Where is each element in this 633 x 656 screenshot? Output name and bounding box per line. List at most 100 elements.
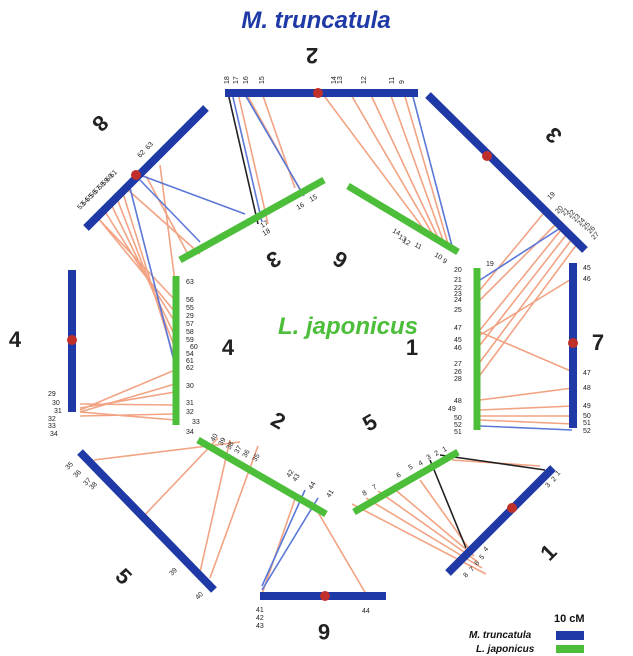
centromere-mt7	[568, 338, 578, 348]
link-line	[209, 445, 259, 579]
legend-mt-label: M. truncatula	[469, 630, 532, 641]
marker-label: 45	[454, 337, 462, 344]
link-line	[261, 495, 297, 595]
link-line	[261, 489, 306, 587]
mt3-markers: 19 20 21 22 23 24 25 26 27	[546, 191, 601, 242]
marker-label: 13	[337, 76, 344, 84]
mt-label-7: 7	[592, 330, 604, 355]
marker-label: 36	[242, 449, 252, 459]
marker-label: 59	[186, 337, 194, 344]
link-line	[261, 497, 319, 591]
link-line	[93, 441, 241, 461]
marker-label: 41	[326, 489, 336, 499]
marker-label: 39	[218, 437, 228, 447]
link-line	[97, 217, 176, 313]
marker-label: 27	[454, 361, 462, 368]
marker-label: 5	[478, 554, 486, 562]
marker-label: 6	[473, 560, 481, 568]
marker-label: 54	[80, 197, 91, 208]
marker-label: 44	[362, 608, 370, 615]
marker-label: 40	[194, 591, 205, 602]
marker-label: 38	[226, 441, 236, 451]
link-line	[479, 219, 561, 301]
marker-label: 32	[186, 409, 194, 416]
marker-label: 3	[544, 482, 552, 490]
link-line	[411, 92, 453, 247]
marker-label: 29	[48, 391, 56, 398]
link-line	[109, 201, 176, 337]
title-l-japonicus: L. japonicus	[278, 313, 418, 340]
link-line	[243, 92, 305, 197]
marker-label: 11	[389, 77, 396, 84]
mt-chromosome-8	[83, 105, 209, 231]
marker-label: 56	[186, 297, 194, 304]
marker-label: 21	[560, 207, 571, 218]
link-line	[139, 174, 246, 215]
marker-label: 51	[583, 420, 591, 427]
marker-label: 5	[408, 464, 415, 472]
marker-label: 51	[454, 429, 462, 436]
link-line	[139, 437, 219, 521]
lj-label-3: 3	[262, 246, 285, 274]
marker-label: 40	[210, 433, 220, 443]
legend-lj-label: L. japonicus	[476, 644, 535, 655]
marker-label: 22	[566, 209, 577, 220]
link-line	[261, 92, 296, 189]
marker-label: 16	[296, 202, 306, 212]
marker-label: 16	[243, 76, 250, 84]
mt-label-4: 4	[9, 327, 22, 352]
centromere-mt1	[507, 503, 517, 513]
link-line	[227, 92, 259, 225]
marker-label: 61	[186, 358, 194, 365]
marker-label: 3	[426, 454, 433, 462]
marker-label: 24	[576, 217, 587, 228]
marker-label: 2	[550, 476, 558, 484]
link-line	[403, 92, 449, 245]
link-line	[79, 383, 176, 413]
ortholog-links	[79, 92, 581, 595]
lj4-markers: 63 56 55 29 57 58 59 60 54 61 62 30 31 3…	[186, 279, 200, 436]
link-line	[237, 92, 269, 225]
lj-label-2: 2	[267, 407, 290, 435]
mt7-markers: 45 46 47 48 49 50 51 52	[583, 265, 591, 435]
lj1-markers: 19 20 21 22 23 24 25 47 45 46 27 26 28 4…	[448, 261, 494, 436]
marker-label: 17	[260, 220, 270, 230]
marker-label: 58	[186, 329, 194, 336]
marker-label: 63	[186, 279, 194, 286]
mt-chromosome-labels: 2 3 7 1 6 5 4 8	[9, 43, 604, 644]
mt8-markers: 53 54 55 56 57 58 59 60 61 62 63	[76, 141, 155, 212]
centromere-mt3	[482, 151, 492, 161]
marker-label: 13	[397, 234, 407, 244]
marker-label: 25	[581, 221, 592, 232]
marker-label: 45	[583, 265, 591, 272]
mt-label-8: 8	[87, 110, 113, 136]
marker-label: 48	[454, 398, 462, 405]
centromere-mt4	[67, 335, 77, 345]
lj-chromosome-2	[196, 436, 328, 518]
marker-label: 14	[331, 76, 338, 84]
marker-label: 26	[586, 225, 597, 236]
link-line	[479, 277, 574, 336]
marker-label: 12	[401, 238, 411, 248]
marker-label: 48	[583, 385, 591, 392]
marker-label: 9	[441, 258, 448, 266]
lj6-markers: 14 13 12 11 10 9	[391, 228, 448, 266]
centromere-mt2	[313, 88, 323, 98]
mt-chromosome-5	[77, 449, 217, 593]
link-line	[377, 490, 479, 563]
link-line	[139, 179, 201, 243]
marker-label: 33	[48, 423, 56, 430]
marker-label: 24	[454, 297, 462, 304]
lj-label-5: 5	[358, 409, 381, 437]
link-line	[349, 92, 437, 241]
link-line	[115, 195, 176, 349]
marker-label: 57	[186, 321, 194, 328]
marker-label: 18	[224, 76, 231, 84]
marker-label: 60	[190, 344, 198, 351]
marker-label: 58	[96, 181, 107, 192]
highlight-links	[129, 92, 573, 591]
marker-label: 37	[82, 477, 93, 488]
link-line	[231, 92, 263, 223]
link-line	[479, 425, 573, 431]
